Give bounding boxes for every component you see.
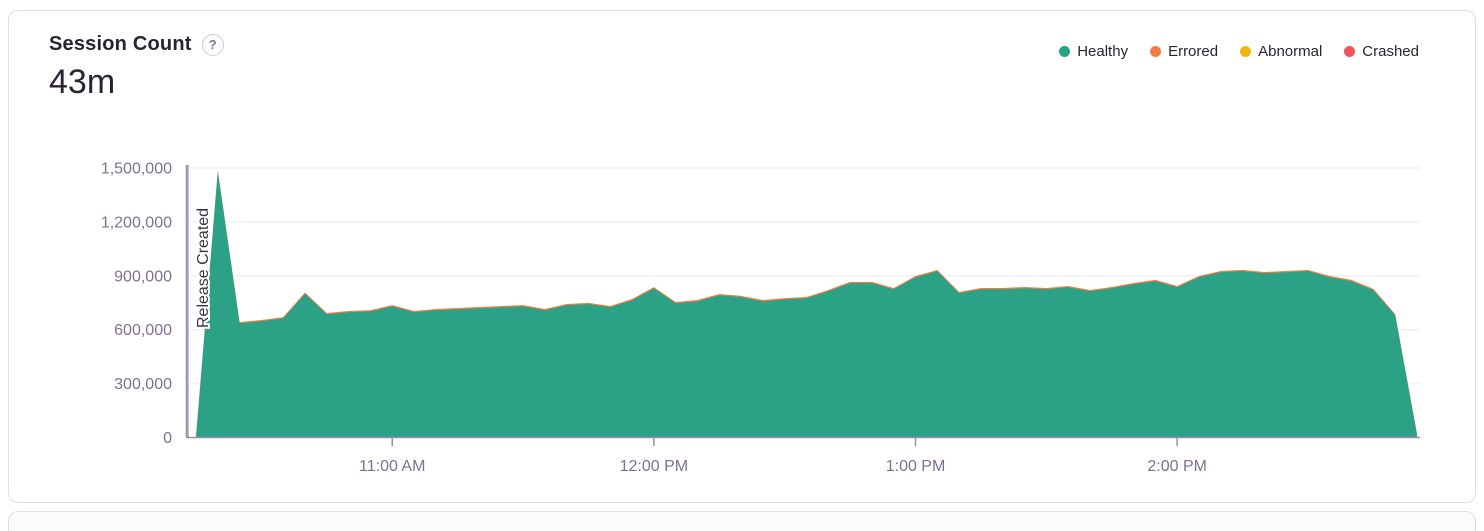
next-panel-edge xyxy=(8,511,1476,531)
card-header: Session Count ? xyxy=(49,33,224,56)
y-axis-labels: 0 300,000 600,000 900,000 1,200,000 1,500,000 xyxy=(101,161,172,448)
x-axis-labels: 11:00 AM 12:00 PM 1:00 PM 2:00 PM xyxy=(359,438,1207,475)
y-tick-label: 0 xyxy=(163,430,172,447)
legend-label: Healthy xyxy=(1077,43,1129,60)
release-created-marker[interactable]: Release Created xyxy=(187,165,214,438)
y-tick-label: 1,500,000 xyxy=(101,161,172,178)
errored-dot-icon xyxy=(1150,46,1162,57)
session-total-value: 43m xyxy=(49,63,116,101)
session-count-chart[interactable]: 0 300,000 600,000 900,000 1,200,000 1,500,000… xyxy=(0,0,1484,516)
legend-label: Crashed xyxy=(1362,43,1419,60)
legend-item-errored[interactable]: Errored xyxy=(1150,43,1218,60)
legend-label: Abnormal xyxy=(1258,43,1323,60)
y-tick-label: 600,000 xyxy=(114,322,172,339)
x-tick-label: 1:00 PM xyxy=(886,458,946,475)
x-tick-label: 12:00 PM xyxy=(620,458,688,475)
legend-label: Errored xyxy=(1168,43,1219,60)
healthy-area xyxy=(196,171,1417,438)
y-tick-label: 1,200,000 xyxy=(101,214,172,231)
axes xyxy=(185,165,1420,439)
abnormal-dot-icon xyxy=(1240,46,1252,57)
y-tick-label: 900,000 xyxy=(114,268,172,285)
legend-item-crashed[interactable]: Crashed xyxy=(1344,43,1419,60)
legend-item-abnormal[interactable]: Abnormal xyxy=(1240,43,1322,60)
release-created-label: Release Created xyxy=(195,208,212,328)
y-tick-label: 300,000 xyxy=(114,376,172,393)
x-tick-label: 11:00 AM xyxy=(359,458,425,475)
crashed-dot-icon xyxy=(1344,46,1356,57)
x-tick-label: 2:00 PM xyxy=(1147,458,1207,475)
healthy-dot-icon xyxy=(1059,46,1071,57)
chart-legend: Healthy Errored Abnormal Crashed xyxy=(1059,43,1419,60)
help-icon[interactable]: ? xyxy=(201,33,224,56)
page-title: Session Count xyxy=(49,33,192,55)
legend-item-healthy[interactable]: Healthy xyxy=(1059,43,1128,60)
